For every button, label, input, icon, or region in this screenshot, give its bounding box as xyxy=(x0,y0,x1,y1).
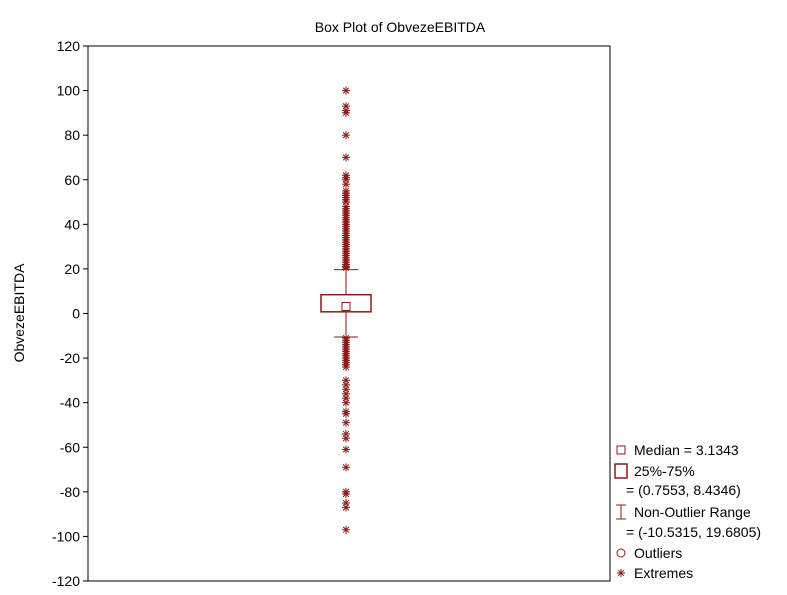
y-tick-label: 40 xyxy=(64,216,80,232)
extreme-point xyxy=(342,363,350,371)
box-plot-marks xyxy=(320,86,372,534)
y-tick-label: 100 xyxy=(57,83,81,99)
extreme-point xyxy=(342,418,350,427)
extreme-point xyxy=(342,409,350,418)
extreme-point xyxy=(342,263,350,272)
extreme-point xyxy=(342,434,350,443)
y-tick-label: -20 xyxy=(60,350,80,366)
y-tick-label: 20 xyxy=(64,261,80,277)
extreme-point xyxy=(342,525,350,534)
extreme-point xyxy=(342,131,350,140)
legend-entry-label: = (0.7553, 8.4346) xyxy=(626,482,741,498)
y-tick-label: -120 xyxy=(52,573,80,589)
legend-box-swatch xyxy=(614,463,628,479)
y-tick-label: -40 xyxy=(60,395,80,411)
extreme-point xyxy=(342,108,350,117)
legend-entry-label: Outliers xyxy=(634,545,682,561)
extreme-point xyxy=(342,445,350,454)
y-tick-label: 0 xyxy=(72,306,80,322)
y-tick-label: -60 xyxy=(60,439,80,455)
legend-entry-label: Extremes xyxy=(634,565,693,581)
y-tick-label: 60 xyxy=(64,172,80,188)
y-tick-label: -100 xyxy=(52,528,80,544)
legend-median-swatch xyxy=(616,445,626,455)
legend: Median = 3.1343 25%-75% = (0.7553, 8.4346)… xyxy=(614,442,761,581)
extreme-point xyxy=(342,86,350,95)
y-tick-label: -80 xyxy=(60,484,80,500)
legend-outlier-swatch xyxy=(616,548,626,558)
extreme-point xyxy=(342,398,350,407)
extreme-point xyxy=(342,153,350,162)
chart-title: Box Plot of ObvezeEBITDA xyxy=(315,19,486,35)
y-axis-label: ObvezeEBITDA xyxy=(11,263,27,362)
legend-entry-label: Non-Outlier Range xyxy=(634,504,751,520)
extreme-point xyxy=(342,180,350,189)
y-tick-label: 120 xyxy=(57,38,81,54)
legend-entry-label: = (-10.5315, 19.6805) xyxy=(626,524,761,540)
extreme-point xyxy=(342,503,350,512)
extreme-point xyxy=(342,463,350,472)
legend-entry-label: Median = 3.1343 xyxy=(634,442,739,458)
y-tick-label: 80 xyxy=(64,127,80,143)
plot-area xyxy=(87,45,611,582)
legend-entry-label: 25%-75% xyxy=(634,463,695,479)
median-marker xyxy=(341,302,351,312)
extreme-point xyxy=(342,490,350,499)
legend-extreme-swatch xyxy=(617,569,625,577)
y-axis-ticks: 120 100 80 60 40 20 0 -20 -40 -60 -80 -100 -120 xyxy=(52,38,88,589)
